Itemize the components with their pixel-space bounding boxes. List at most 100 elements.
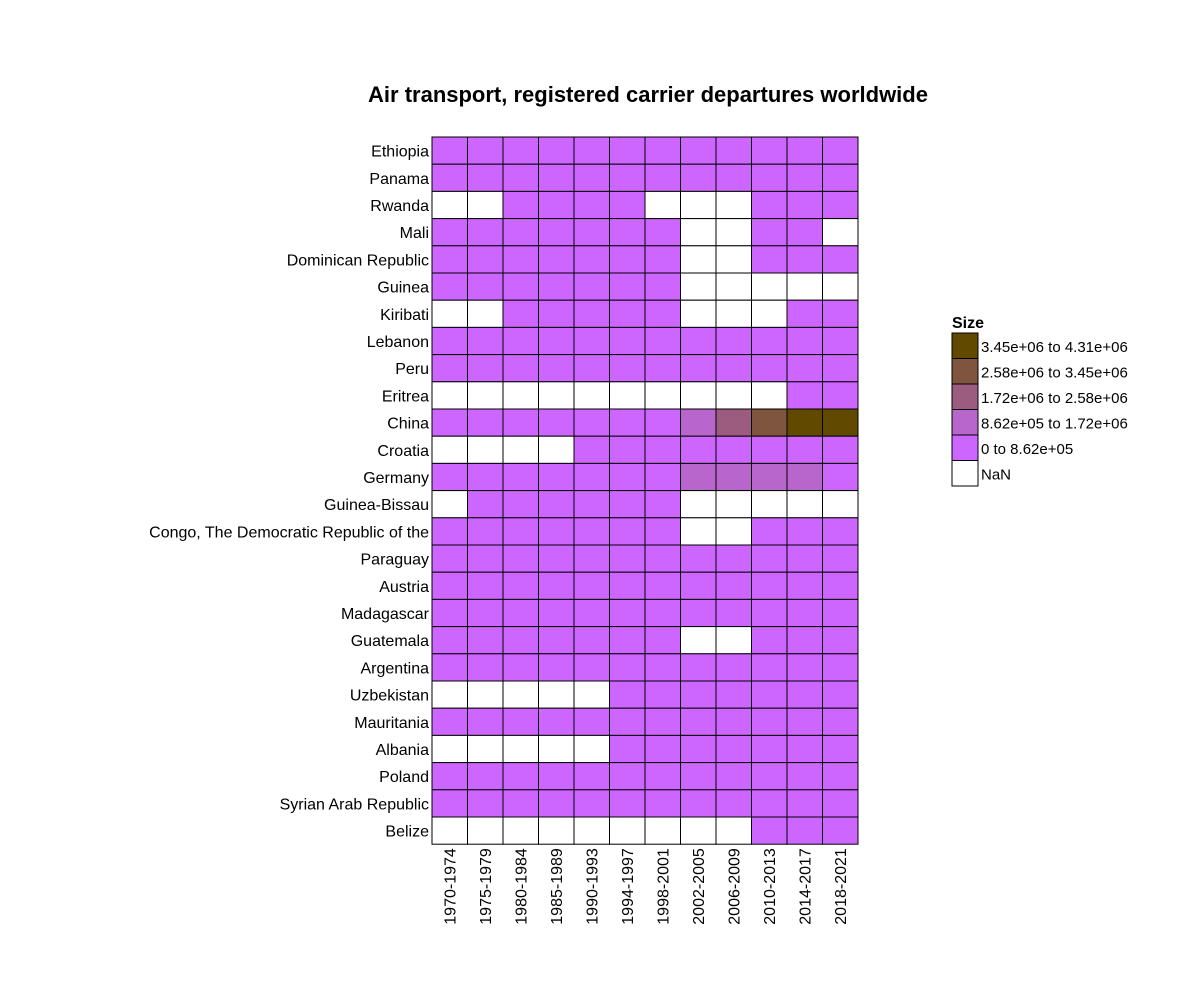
heatmap-cell: [502, 272, 539, 301]
heatmap-cell: [573, 680, 610, 709]
heatmap-cell: [538, 517, 575, 546]
heatmap-cell: [431, 680, 468, 709]
heatmap-cell: [715, 218, 752, 247]
heatmap-cell: [467, 190, 504, 220]
heatmap-cell: [751, 653, 788, 682]
heatmap-cell: [751, 816, 788, 845]
heatmap-cell: [467, 707, 504, 736]
heatmap-cell: [538, 408, 575, 437]
heatmap-cell: [786, 408, 823, 437]
heatmap-cell: [786, 354, 823, 383]
heatmap-cell: [644, 435, 681, 464]
heatmap-cell: [786, 789, 823, 818]
heatmap-cell: [538, 598, 575, 628]
legend-swatch: [951, 434, 979, 461]
heatmap-cell: [715, 544, 752, 573]
heatmap-cell: [786, 190, 823, 220]
heatmap-cell: [751, 136, 788, 165]
heatmap-cell: [751, 381, 788, 410]
heatmap-cell: [786, 462, 823, 492]
heatmap-cell: [644, 218, 681, 247]
heatmap-cell: [822, 707, 859, 736]
heatmap-cell: [573, 517, 610, 546]
heatmap-cell: [573, 381, 610, 410]
column-label: 2010-2013: [762, 848, 779, 925]
row-label: Madagascar: [341, 606, 430, 623]
heatmap-cell: [502, 571, 539, 600]
heatmap-cell: [715, 408, 752, 437]
heatmap-cell: [644, 190, 681, 220]
heatmap-cell: [502, 734, 539, 764]
heatmap-cell: [822, 816, 859, 845]
heatmap-cell: [467, 490, 504, 519]
legend-label: 3.45e+06 to 4.31e+06: [981, 339, 1128, 356]
heatmap-cell: [822, 571, 859, 600]
heatmap-cell: [609, 326, 646, 356]
heatmap-cell: [751, 517, 788, 546]
column-label: 1970-1974: [443, 848, 460, 925]
heatmap-cell: [644, 408, 681, 437]
heatmap-cell: [538, 707, 575, 736]
heatmap-cell: [573, 490, 610, 519]
heatmap-cell: [431, 734, 468, 764]
heatmap-cell: [715, 381, 752, 410]
heatmap-cell: [502, 544, 539, 573]
heatmap-cell: [573, 408, 610, 437]
heatmap-cell: [751, 326, 788, 356]
heatmap-cell: [680, 354, 717, 383]
heatmap-cell: [644, 816, 681, 845]
heatmap-cell: [538, 381, 575, 410]
row-label: Dominican Republic: [287, 252, 429, 269]
heatmap-cell: [538, 462, 575, 492]
heatmap-cell: [715, 490, 752, 519]
heatmap-cell: [431, 816, 468, 845]
heatmap-cell: [573, 571, 610, 600]
heatmap-cell: [751, 190, 788, 220]
heatmap-cell: [573, 326, 610, 356]
heatmap-cell: [431, 571, 468, 600]
heatmap-cell: [467, 435, 504, 464]
legend-swatch: [951, 358, 979, 385]
heatmap-cell: [822, 626, 859, 655]
heatmap-cell: [680, 762, 717, 791]
heatmap-cell: [467, 571, 504, 600]
heatmap-cell: [680, 218, 717, 247]
heatmap-cell: [715, 707, 752, 736]
heatmap-cell: [573, 218, 610, 247]
heatmap-cell: [609, 381, 646, 410]
heatmap-cell: [502, 245, 539, 274]
heatmap-cell: [786, 626, 823, 655]
heatmap-cell: [609, 598, 646, 628]
heatmap-cell: [644, 789, 681, 818]
heatmap-cell: [680, 707, 717, 736]
heatmap-cell: [644, 762, 681, 791]
row-label: Mali: [400, 225, 429, 242]
heatmap-cell: [609, 163, 646, 192]
heatmap-cell: [573, 762, 610, 791]
heatmap-cell: [573, 816, 610, 845]
heatmap-cell: [502, 490, 539, 519]
row-label: Poland: [379, 769, 429, 786]
heatmap-cell: [467, 734, 504, 764]
heatmap-cell: [822, 762, 859, 791]
heatmap-cell: [751, 734, 788, 764]
heatmap-cell: [573, 707, 610, 736]
row-label: Uzbekistan: [350, 688, 429, 705]
legend-swatch: [951, 332, 979, 359]
heatmap-cell: [467, 762, 504, 791]
heatmap-cell: [822, 490, 859, 519]
heatmap-cell: [680, 326, 717, 356]
heatmap-cell: [467, 408, 504, 437]
heatmap-cell: [502, 435, 539, 464]
legend-swatch: [951, 460, 979, 487]
heatmap-cell: [467, 218, 504, 247]
heatmap-cell: [786, 435, 823, 464]
heatmap-cell: [680, 598, 717, 628]
heatmap-cell: [680, 789, 717, 818]
heatmap-cell: [786, 136, 823, 165]
heatmap-cell: [467, 381, 504, 410]
heatmap-cell: [609, 272, 646, 301]
heatmap-cell: [609, 462, 646, 492]
heatmap-cell: [609, 517, 646, 546]
row-label: Mauritania: [354, 715, 429, 732]
